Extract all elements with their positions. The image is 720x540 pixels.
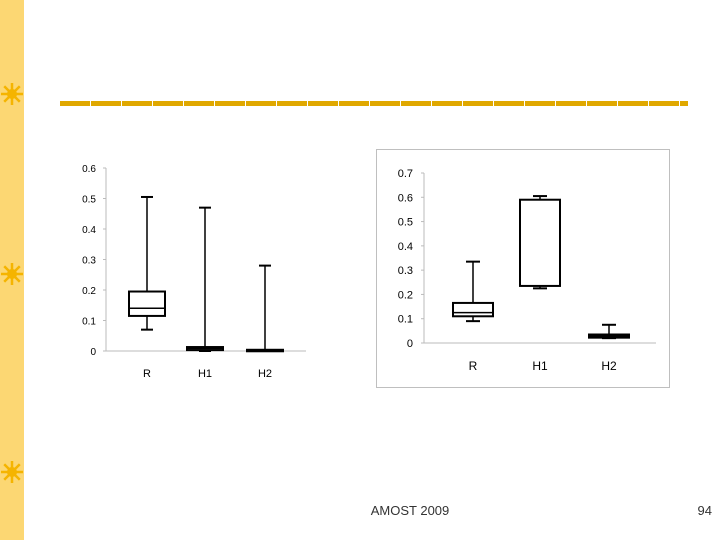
category-label: H2 xyxy=(258,368,272,380)
sun-icon xyxy=(1,461,23,483)
y-tick-label: 0 xyxy=(90,347,96,358)
y-tick-label: 0.4 xyxy=(82,225,96,236)
category-label: R xyxy=(469,359,478,373)
sun-icon xyxy=(1,263,23,285)
category-label: H1 xyxy=(198,368,212,380)
y-tick-label: 0.3 xyxy=(398,265,413,277)
page-number: 94 xyxy=(697,503,712,518)
y-tick-label: 0.2 xyxy=(82,286,96,297)
category-label: H1 xyxy=(532,359,548,373)
chart-frame-right xyxy=(376,149,670,388)
y-tick-label: 0.1 xyxy=(398,314,413,326)
footer-text: AMOST 2009 xyxy=(370,503,450,518)
sun-core xyxy=(7,467,17,477)
category-label: R xyxy=(143,368,151,380)
box-H1 xyxy=(519,198,561,287)
sun-icon xyxy=(1,83,23,105)
y-tick-label: 0.4 xyxy=(398,241,413,253)
title-divider xyxy=(60,101,688,106)
y-tick-label: 0.5 xyxy=(82,195,96,206)
sun-core xyxy=(7,269,17,279)
y-tick-label: 0.5 xyxy=(398,217,413,229)
category-label: H2 xyxy=(601,359,617,373)
box-R xyxy=(128,290,166,317)
sun-core xyxy=(7,89,17,99)
y-tick-label: 0.1 xyxy=(82,317,96,328)
box-R xyxy=(452,301,494,318)
y-tick-label: 0 xyxy=(407,338,413,350)
y-tick-label: 0.7 xyxy=(398,168,413,180)
y-tick-label: 0.6 xyxy=(82,164,96,175)
y-tick-label: 0.6 xyxy=(398,192,413,204)
y-tick-label: 0.3 xyxy=(82,256,96,267)
y-tick-label: 0.2 xyxy=(398,289,413,301)
